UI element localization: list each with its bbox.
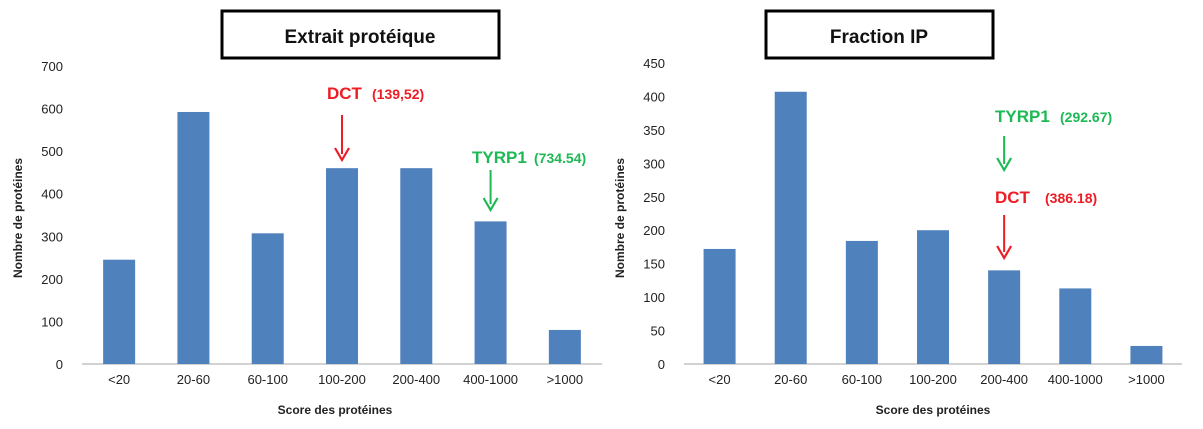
y-tick-label: 600 [41,102,63,117]
annotation-arrow-head [482,197,499,213]
annotation-value-tyrp1: (734.54) [534,150,586,166]
y-tick-label: 400 [41,187,63,202]
chart-1-bars [103,111,581,364]
y-tick-label: 50 [651,324,665,339]
bar-5 [400,168,433,364]
x-tick-label: 60-100 [247,372,287,387]
annotation-arrow-head [996,245,1013,261]
annotation-name-tyrp1: TYRP1 [995,107,1050,126]
bar-2 [177,111,210,364]
bar-2 [774,91,807,365]
chart-1-title: Extrait protéique [285,27,436,48]
bar-1 [103,259,136,364]
annotation-value-dct: (139,52) [372,86,424,102]
chart-2-y-axis-label: Nombre de protéines [613,158,627,278]
bar-4 [326,168,358,364]
y-tick-label: 200 [643,223,665,238]
chart-extrait-proteique: Extrait protéique Nombre de protéines Sc… [11,9,602,417]
y-tick-label: 700 [41,59,63,74]
y-tick-label: 250 [643,190,665,205]
chart-2-title: Fraction IP [830,27,929,48]
chart-1-y-axis-label: Nombre de protéines [11,158,25,278]
y-tick-label: 400 [643,89,665,104]
chart-2-annotations: TYRP1 (292.67) DCT (386.18) [995,107,1112,261]
x-tick-label: 20-60 [177,372,210,387]
chart-2-title-box [764,9,995,60]
bar-7 [1130,345,1163,364]
x-tick-label: 20-60 [774,372,807,387]
chart-1-y-ticks: 0 100 200 300 400 500 600 700 [41,59,63,372]
bar-4 [917,230,949,364]
bar-1 [703,248,736,364]
chart-2-bars [703,91,1163,365]
y-tick-label: 0 [658,357,665,372]
annotation-value-dct: (386.18) [1045,190,1097,206]
y-tick-label: 150 [643,257,665,272]
annotation-name-dct: DCT [995,188,1031,207]
bar-6 [474,221,507,364]
chart-2-y-ticks: 0 50 100 150 200 250 300 350 400 450 [643,56,665,372]
chart-2-x-axis-label: Score des protéines [876,403,991,417]
y-tick-label: 450 [643,56,665,71]
y-tick-label: 200 [41,272,63,287]
chart-2-x-ticks: <20 20-60 60-100 100-200 200-400 400-1000 >100… [709,372,1165,387]
chart-1-x-ticks: <20 20-60 60-100 100-200 200-400 400-1000 >100… [108,372,583,387]
bar-5 [988,270,1021,364]
annotation-arrow-head [334,147,350,163]
bar-6 [1059,288,1092,364]
annotation-name-tyrp1: TYRP1 [472,148,527,167]
bar-3 [845,240,878,364]
x-tick-label: 100-200 [909,372,957,387]
annotation-name-dct: DCT [327,84,363,103]
y-tick-label: 300 [41,229,63,244]
x-tick-label: 200-400 [392,372,440,387]
x-tick-label: 200-400 [980,372,1028,387]
y-tick-label: 0 [56,357,63,372]
x-tick-label: 400-1000 [1048,372,1103,387]
bar-3 [251,233,284,364]
x-tick-label: 400-1000 [463,372,518,387]
x-tick-label: >1000 [547,372,584,387]
annotation-value-tyrp1: (292.67) [1060,109,1112,125]
y-tick-label: 100 [643,290,665,305]
x-tick-label: 60-100 [842,372,882,387]
chart-1-title-box [220,9,501,60]
x-tick-label: <20 [108,372,130,387]
y-tick-label: 300 [643,156,665,171]
chart-1-annotations: DCT (139,52) TYRP1 (734.54) [327,84,586,213]
annotation-arrow-head [996,157,1013,173]
chart-fraction-ip: Fraction IP Nombre de protéines Score de… [613,9,1182,417]
x-tick-label: <20 [709,372,731,387]
x-tick-label: >1000 [1128,372,1165,387]
chart-1-x-axis-label: Score des protéines [278,403,393,417]
bar-7 [548,329,581,364]
y-tick-label: 500 [41,144,63,159]
y-tick-label: 350 [643,123,665,138]
x-tick-label: 100-200 [318,372,366,387]
y-tick-label: 100 [41,314,63,329]
